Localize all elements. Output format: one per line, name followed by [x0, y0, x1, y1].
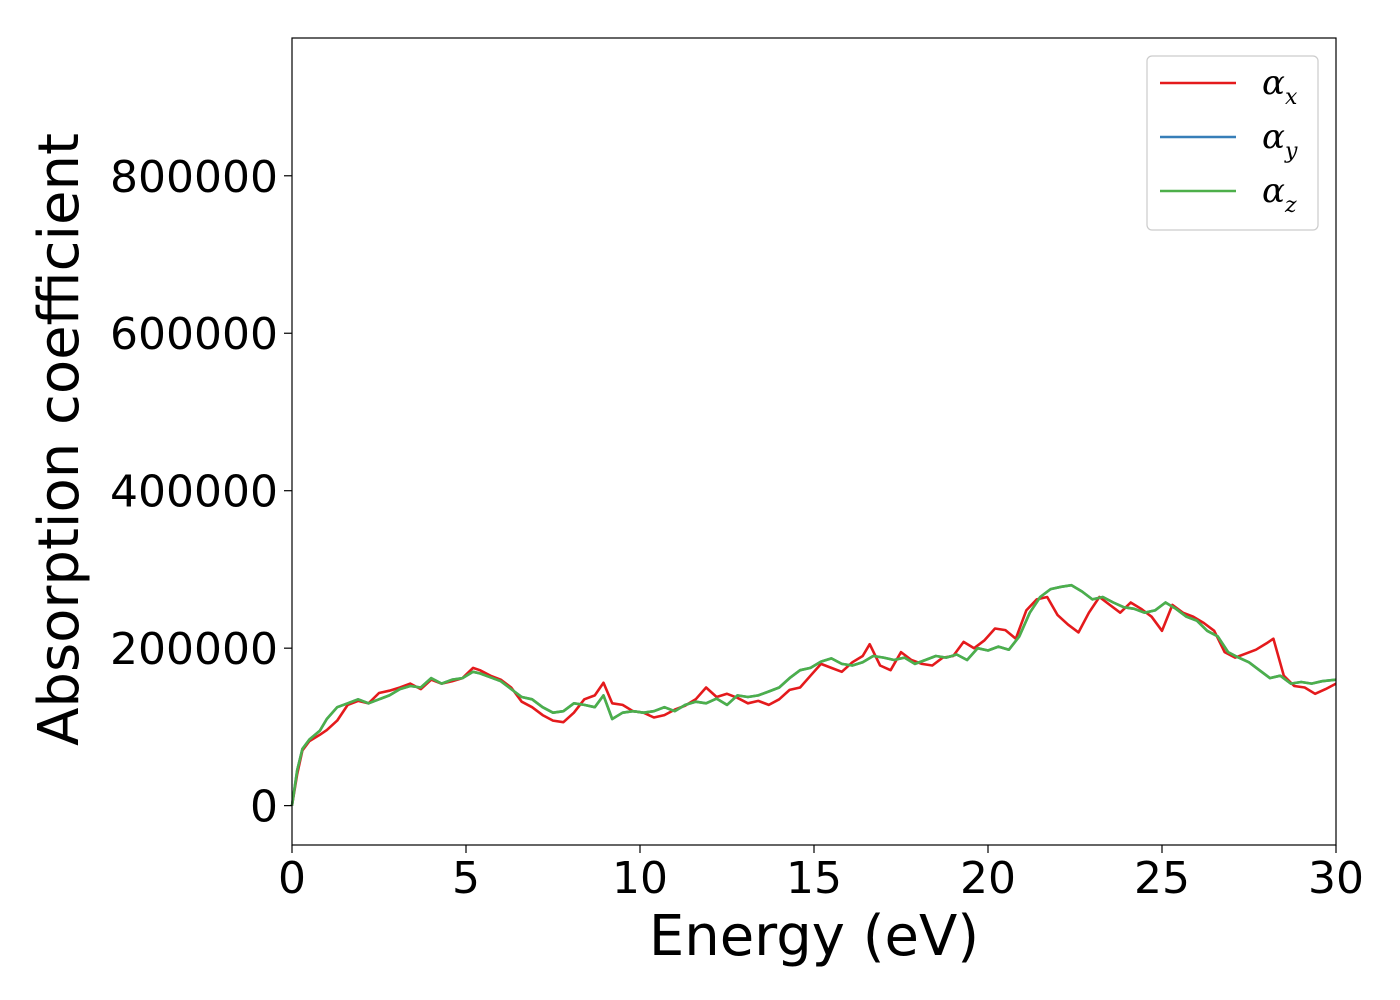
legend-label-y: αy [1262, 117, 1298, 164]
legend-label-base: α [1262, 117, 1285, 157]
legend-label-subscript: x [1285, 85, 1298, 110]
y-tick-label: 200000 [110, 624, 278, 675]
legend-label-base: α [1262, 171, 1285, 211]
y-tick-label: 0 [250, 782, 278, 833]
y-axis: 0 200000 400000 600000 800000 [110, 152, 292, 833]
x-tick-label: 25 [1134, 853, 1190, 904]
x-tick-label: 5 [452, 853, 480, 904]
y-tick-label: 800000 [110, 152, 278, 203]
y-tick-label: 600000 [110, 309, 278, 360]
series-line-z [290, 583, 1337, 806]
legend-label-base: α [1262, 63, 1285, 103]
x-tick-label: 20 [960, 853, 1016, 904]
legend-label-z: αz [1262, 171, 1297, 218]
x-axis-title: Energy (eV) [649, 904, 979, 969]
x-tick-label: 30 [1308, 853, 1364, 904]
x-tick-label: 10 [612, 853, 668, 904]
legend-label-subscript: z [1284, 193, 1297, 218]
y-axis-title: Absorption coefficient [27, 133, 92, 746]
legend-label-subscript: y [1284, 139, 1298, 164]
y-tick-label: 400000 [110, 467, 278, 518]
legend-label-x: αx [1262, 63, 1298, 110]
x-tick-label: 0 [278, 853, 306, 904]
x-axis: 0 5 10 15 20 25 30 [278, 845, 1364, 904]
series-layer [290, 583, 1337, 806]
legend-box [1146, 55, 1319, 231]
x-tick-label: 15 [786, 853, 842, 904]
